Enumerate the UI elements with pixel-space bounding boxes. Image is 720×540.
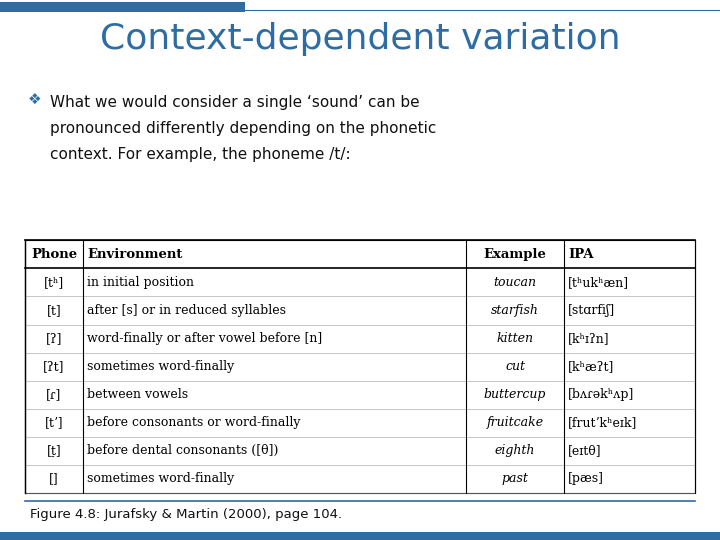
Text: [kʰɪʔn]: [kʰɪʔn] <box>568 332 610 345</box>
Text: Figure 4.8: Jurafsky & Martin (2000), page 104.: Figure 4.8: Jurafsky & Martin (2000), pa… <box>30 508 342 521</box>
Text: Phone: Phone <box>31 248 77 261</box>
Text: kitten: kitten <box>497 332 534 345</box>
Text: before dental consonants ([θ]): before dental consonants ([θ]) <box>87 444 279 457</box>
Text: before consonants or word-finally: before consonants or word-finally <box>87 416 300 429</box>
Text: cut: cut <box>505 360 525 373</box>
Text: Example: Example <box>484 248 546 261</box>
Text: [frutʼkʰeɪk]: [frutʼkʰeɪk] <box>568 416 637 429</box>
Text: [ɾ]: [ɾ] <box>46 388 62 401</box>
Text: buttercup: buttercup <box>484 388 546 401</box>
Text: [t]: [t] <box>47 304 61 317</box>
Text: [ʔ]: [ʔ] <box>45 332 62 345</box>
FancyBboxPatch shape <box>0 532 720 540</box>
Text: []: [] <box>49 472 59 485</box>
Text: [eɪtθ]: [eɪtθ] <box>568 444 602 457</box>
Text: past: past <box>502 472 528 485</box>
Text: context. For example, the phoneme /t/:: context. For example, the phoneme /t/: <box>50 147 351 162</box>
Text: [tʼ]: [tʼ] <box>45 416 63 429</box>
Text: pronounced differently depending on the phonetic: pronounced differently depending on the … <box>50 121 436 136</box>
FancyBboxPatch shape <box>25 240 695 493</box>
Text: [kʰæʔt]: [kʰæʔt] <box>568 360 615 373</box>
Text: [bʌɾəkʰʌp]: [bʌɾəkʰʌp] <box>568 388 634 401</box>
Text: [t̠]: [t̠] <box>47 444 61 457</box>
Text: sometimes word-finally: sometimes word-finally <box>87 360 234 373</box>
Text: [pæs]: [pæs] <box>568 472 604 485</box>
Text: ❖: ❖ <box>28 92 42 107</box>
Text: sometimes word-finally: sometimes word-finally <box>87 472 234 485</box>
Text: Environment: Environment <box>87 248 182 261</box>
Text: eighth: eighth <box>495 444 535 457</box>
Text: between vowels: between vowels <box>87 388 188 401</box>
Text: fruitcake: fruitcake <box>487 416 544 429</box>
Text: IPA: IPA <box>568 248 594 261</box>
Text: [stɑrfiʃ]: [stɑrfiʃ] <box>568 304 616 317</box>
Text: after [s] or in reduced syllables: after [s] or in reduced syllables <box>87 304 286 317</box>
Text: toucan: toucan <box>494 276 536 289</box>
FancyBboxPatch shape <box>0 2 245 12</box>
Text: starfish: starfish <box>491 304 539 317</box>
Text: What we would consider a single ‘sound’ can be: What we would consider a single ‘sound’ … <box>50 95 420 110</box>
Text: word-finally or after vowel before [n]: word-finally or after vowel before [n] <box>87 332 322 345</box>
Text: [tʰ]: [tʰ] <box>44 276 64 289</box>
Text: in initial position: in initial position <box>87 276 194 289</box>
Text: [tʰukʰæn]: [tʰukʰæn] <box>568 276 629 289</box>
Text: Context-dependent variation: Context-dependent variation <box>99 22 621 56</box>
Text: [ʔt]: [ʔt] <box>43 360 65 373</box>
